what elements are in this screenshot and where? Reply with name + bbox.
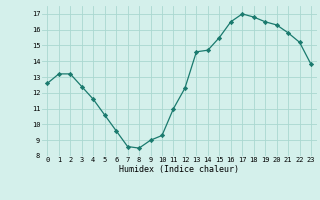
- X-axis label: Humidex (Indice chaleur): Humidex (Indice chaleur): [119, 165, 239, 174]
